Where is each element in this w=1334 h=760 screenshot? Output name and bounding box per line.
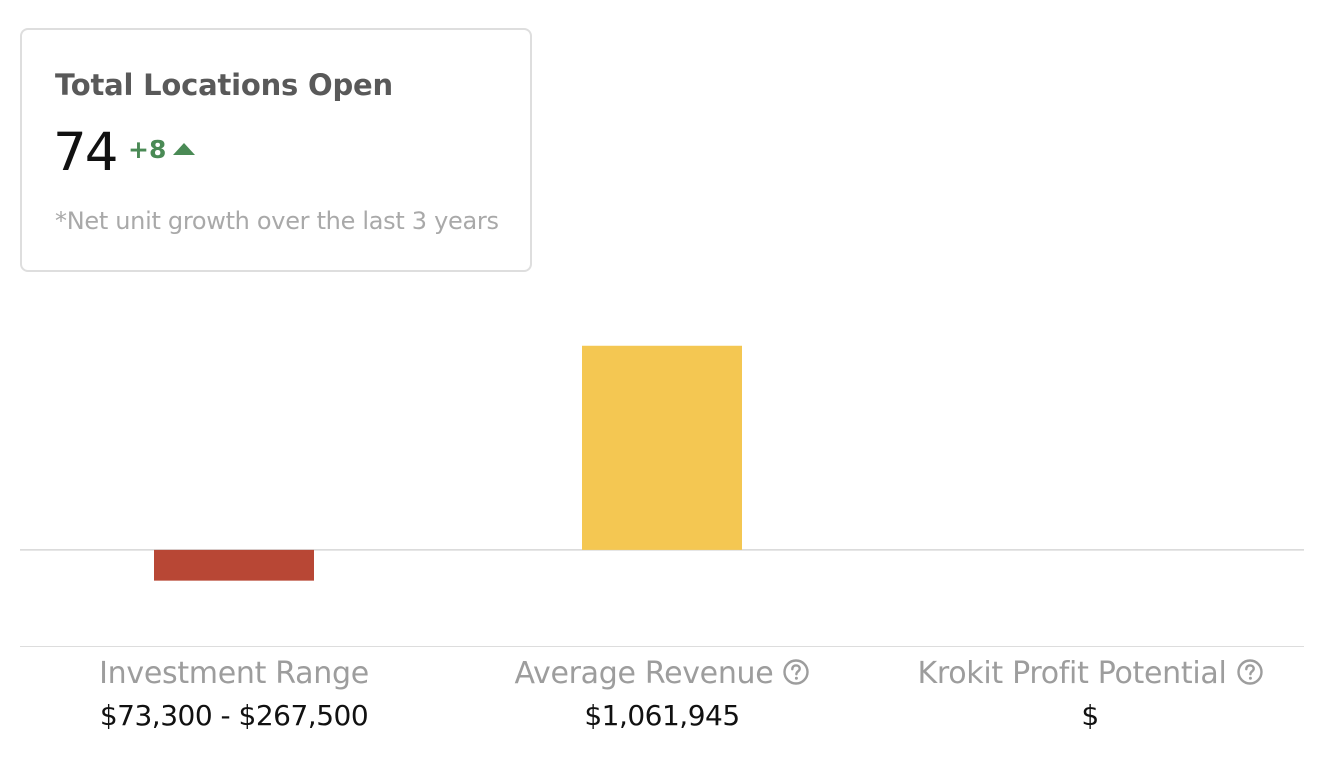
question-circle-icon[interactable] (783, 658, 810, 685)
bar-average-revenue (582, 345, 742, 550)
category-profit-potential: Krokit Profit Potential $ (876, 647, 1304, 736)
category-average-revenue: Average Revenue $1,061,945 (448, 647, 876, 736)
triangle-up-icon (173, 143, 195, 155)
category-value: $73,300 - $267,500 (99, 699, 369, 732)
category-label: Investment Range (99, 656, 369, 691)
category-value: $ (1081, 699, 1099, 732)
bar-chart (20, 345, 1304, 581)
card-title: Total Locations Open (55, 68, 393, 102)
growth-delta: +8 (128, 135, 167, 164)
question-circle-icon[interactable] (1236, 658, 1263, 685)
category-value: $1,061,945 (584, 699, 740, 732)
total-locations-card: Total Locations Open 74 +8 *Net unit gro… (20, 28, 532, 272)
chart-category-labels: Investment Range $73,300 - $267,500 Aver… (20, 646, 1304, 747)
growth-footnote: *Net unit growth over the last 3 years (55, 207, 499, 235)
bar-investment-range (154, 549, 314, 581)
category-label: Average Revenue (448, 652, 876, 696)
locations-count: 74 (53, 122, 118, 183)
category-investment-range: Investment Range $73,300 - $267,500 (20, 647, 448, 736)
category-label: Krokit Profit Potential (876, 652, 1304, 696)
